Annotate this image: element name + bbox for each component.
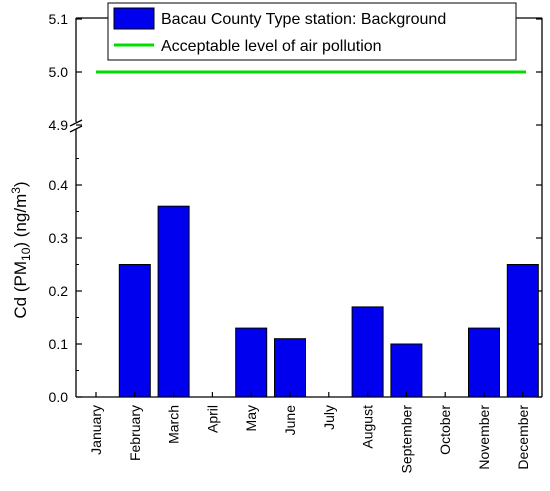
- x-ticks: January February March April May June July Augu…: [88, 392, 531, 473]
- y-tick-label: 0.1: [49, 336, 69, 352]
- legend-swatch-bar: [113, 7, 155, 30]
- y-tick-label: 5.1: [49, 11, 69, 27]
- bar-august: [351, 306, 384, 398]
- x-tick-label: January: [88, 405, 104, 455]
- axis-break-mark: [69, 119, 83, 127]
- y-tick-label: 0.3: [49, 230, 69, 246]
- y-axis-title: Cd (PM10) (ng/m3): [9, 181, 33, 318]
- y-axis-title-suffix: ): [11, 181, 30, 187]
- x-tick-label: February: [127, 405, 143, 461]
- y-tick-label: 0.4: [49, 177, 69, 193]
- bar-february: [118, 264, 151, 398]
- legend: Bacau County Type station: Background Ac…: [107, 2, 517, 61]
- x-tick-label: June: [282, 405, 298, 436]
- lower-y-ticks: 0.0 0.1 0.2 0.3 0.4: [49, 158, 542, 405]
- y-tick-label: 0.2: [49, 283, 69, 299]
- legend-label-line: Acceptable level of air pollution: [161, 38, 382, 55]
- x-tick-label: March: [166, 405, 182, 444]
- y-axis-title-prefix: Cd (PM: [11, 261, 30, 319]
- axis-break-mark: [69, 125, 83, 133]
- x-tick-label: November: [476, 405, 492, 470]
- upper-y-ticks: 4.9 5.0 5.1: [49, 11, 542, 133]
- legend-box: [107, 2, 517, 61]
- bar-november: [468, 327, 500, 398]
- bars: [118, 205, 539, 398]
- bar-september: [390, 343, 423, 398]
- y-axis-title-sup: 3: [9, 187, 23, 194]
- y-axis-title-mid: ) (ng/m: [11, 194, 30, 248]
- y-axis-title-sub: 10: [19, 247, 33, 261]
- bar-june: [274, 338, 306, 398]
- bar-may: [235, 327, 268, 398]
- x-tick-label: July: [321, 405, 337, 430]
- x-tick-label: December: [515, 405, 531, 470]
- x-tick-label: August: [360, 405, 376, 449]
- bar-december: [506, 264, 539, 398]
- legend-label-bar: Bacau County Type station: Background: [161, 11, 446, 28]
- x-tick-label: May: [243, 405, 259, 431]
- x-tick-label: October: [437, 405, 453, 455]
- x-tick-label: September: [398, 405, 414, 474]
- bar-march: [157, 205, 190, 398]
- y-tick-label: 4.9: [49, 117, 69, 133]
- x-tick-label: April: [204, 405, 220, 433]
- y-tick-label: 0.0: [49, 389, 69, 405]
- y-tick-label: 5.0: [49, 64, 69, 80]
